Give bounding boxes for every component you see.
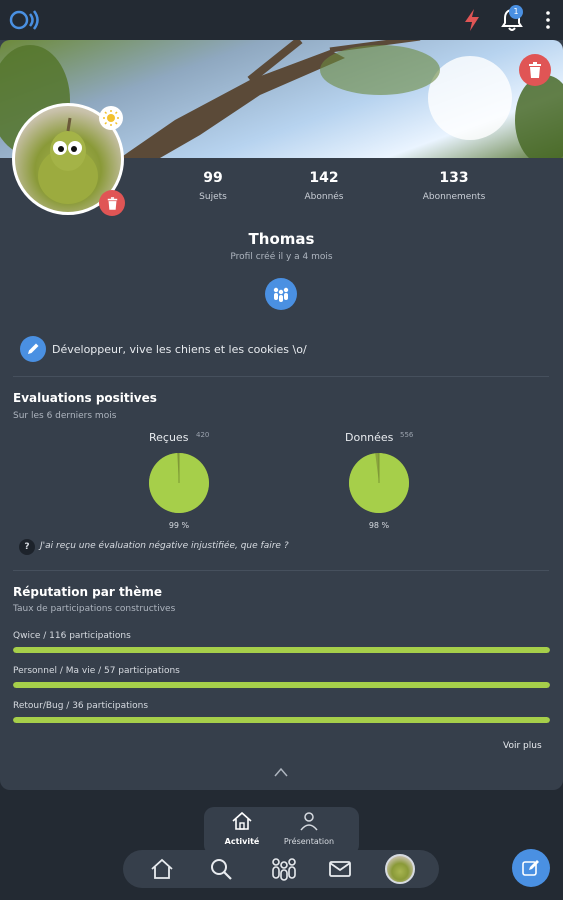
given-label: Données [345,431,394,444]
help-icon[interactable]: ? [19,539,35,555]
mail-icon[interactable] [328,857,352,881]
given-percent: 98 % [368,521,390,530]
profile-bio: Développeur, vive les chiens et les cook… [52,343,307,356]
stat-sujets[interactable]: 99 Sujets [188,170,238,202]
received-pie-chart [149,453,209,513]
stat-label: Abonnements [422,192,486,202]
more-options-icon[interactable] [540,10,556,30]
theme-progress-fill [13,647,550,653]
reputation-title: Réputation par thème [13,585,163,599]
lightning-icon[interactable] [462,8,482,32]
community-icon [273,287,289,302]
delete-cover-button[interactable] [519,54,551,86]
search-icon[interactable] [209,857,233,881]
app-logo-icon[interactable] [8,8,40,32]
profile-created-date: Profil créé il y a 4 mois [230,252,333,262]
stat-label: Sujets [199,192,227,202]
theme-progress-bar [13,647,550,653]
trash-icon [107,196,117,210]
theme-label: Qwice / 116 participations [13,631,131,641]
chevron-up-icon[interactable] [273,766,289,778]
edit-icon [522,860,539,876]
cover-tree-illustration [0,40,563,158]
community-icon[interactable] [270,857,298,881]
stat-value: 142 [309,170,339,186]
received-count: 420 [196,431,210,439]
cover-image [0,40,563,158]
pencil-icon [28,343,39,354]
bottom-navigation [123,850,439,888]
tab-activite[interactable]: Activité [207,811,277,846]
avatar[interactable] [385,854,415,884]
theme-badge[interactable] [99,106,123,130]
stat-value: 99 [203,170,223,186]
sun-icon [103,110,119,126]
person-icon [300,812,318,831]
theme-progress-bar [13,717,550,723]
theme-progress-bar [13,682,550,688]
tab-presentation[interactable]: Présentation [274,811,344,846]
reputation-subtitle: Taux de participations constructives [13,604,176,614]
tab-label: Activité [224,837,260,846]
profile-tab-switch: Activité Présentation [204,807,359,855]
delete-avatar-button[interactable] [99,190,125,216]
home-icon [232,811,252,830]
top-bar: 1 [0,0,563,40]
edit-bio-button[interactable] [20,336,46,362]
evaluations-title: Evaluations positives [13,391,157,405]
notification-count-badge: 1 [509,5,523,19]
negative-evaluation-help-link[interactable]: J'ai reçu une évaluation négative injust… [40,541,289,551]
avatar-pear-image [38,117,98,204]
profile-name: Thomas [248,230,315,248]
received-label: Reçues [149,431,189,444]
divider [13,376,549,377]
theme-label: Personnel / Ma vie / 57 participations [13,666,180,676]
home-icon[interactable] [150,857,174,881]
compose-button[interactable] [512,849,550,887]
evaluations-subtitle: Sur les 6 derniers mois [13,411,117,421]
theme-label: Retour/Bug / 36 participations [13,701,149,711]
stat-label: Abonnés [304,192,344,202]
profile-card: 99 Sujets 142 Abonnés 133 Abonnements Th… [0,40,563,790]
stat-abonnements[interactable]: 133 Abonnements [410,170,498,202]
divider [13,570,549,571]
theme-progress-fill [13,682,550,688]
stat-abonnes[interactable]: 142 Abonnés [293,170,355,202]
see-more-link[interactable]: Voir plus [503,741,542,751]
trash-icon [529,62,541,78]
given-pie-chart [349,453,409,513]
tab-label: Présentation [283,837,335,846]
theme-progress-fill [13,717,550,723]
given-count: 556 [400,431,414,439]
received-percent: 99 % [168,521,190,530]
stat-value: 133 [439,170,469,186]
community-button[interactable] [265,278,297,310]
